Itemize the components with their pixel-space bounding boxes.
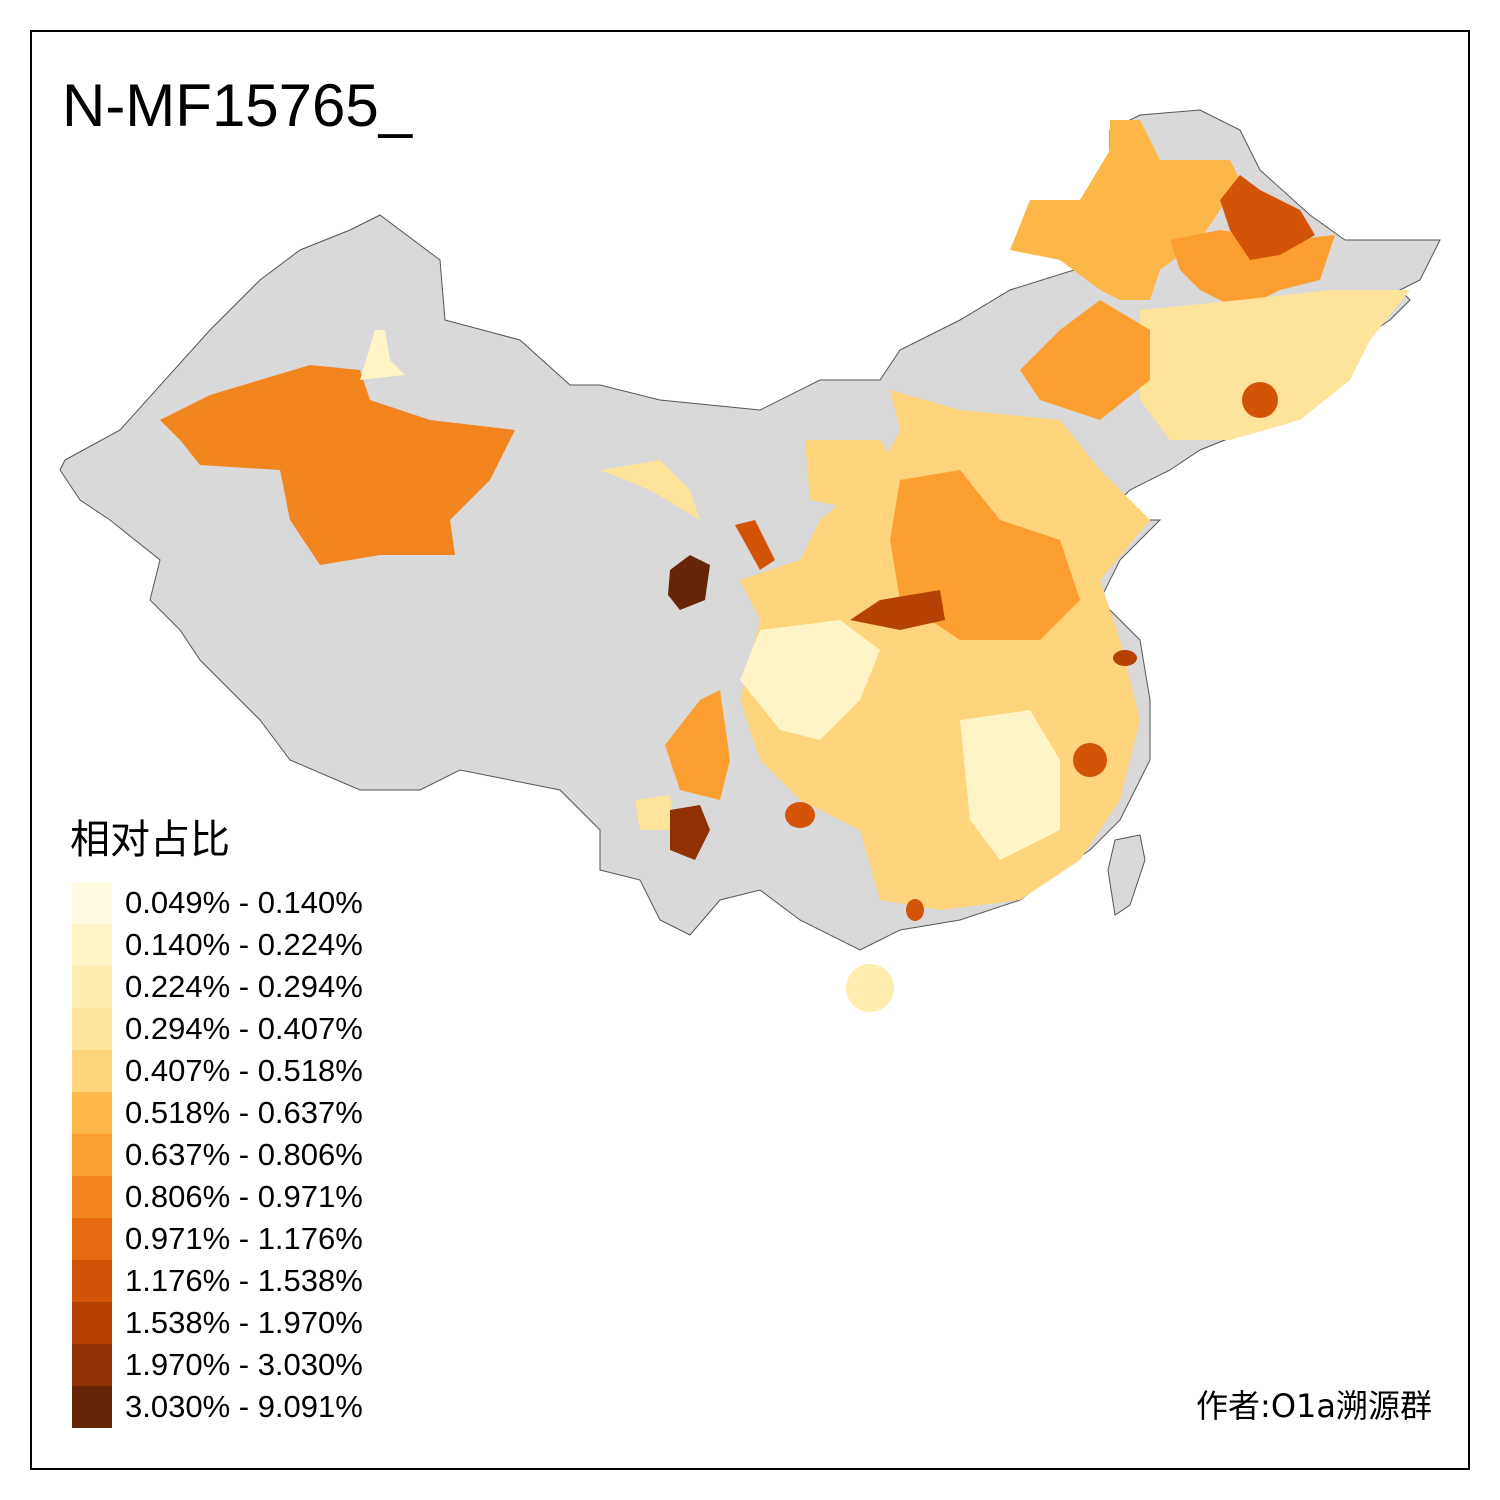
legend-swatch <box>72 1386 112 1428</box>
legend-swatch <box>72 1134 112 1176</box>
region <box>635 795 675 830</box>
legend-swatch <box>72 1260 112 1302</box>
island-taiwan <box>1107 834 1146 916</box>
legend-swatch <box>72 882 112 924</box>
region <box>160 365 515 565</box>
region <box>1010 120 1240 300</box>
map-title: N-MF15765_ <box>62 72 414 139</box>
region <box>785 802 815 828</box>
region <box>1170 230 1335 310</box>
legend-swatch <box>72 1092 112 1134</box>
legend-label: 0.224% - 0.294% <box>125 969 363 1004</box>
legend-label: 1.176% - 1.538% <box>125 1263 363 1298</box>
region <box>665 690 730 800</box>
region <box>735 520 775 570</box>
legend-label: 0.518% - 0.637% <box>125 1095 363 1130</box>
legend: 0.049% - 0.140% 0.140% - 0.224% 0.224% - 0… <box>72 882 363 1428</box>
region <box>360 330 405 380</box>
legend-swatch <box>72 1302 112 1344</box>
legend-swatch <box>72 966 112 1008</box>
region <box>668 555 710 610</box>
legend-label: 0.637% - 0.806% <box>125 1137 363 1172</box>
legend-label: 1.970% - 3.030% <box>125 1347 363 1382</box>
legend-swatch <box>72 1176 112 1218</box>
legend-label: 3.030% - 9.091% <box>125 1389 363 1424</box>
legend-swatch <box>72 1008 112 1050</box>
legend-label: 0.407% - 0.518% <box>125 1053 363 1088</box>
region <box>1073 743 1107 777</box>
legend-swatch <box>72 1050 112 1092</box>
legend-swatch <box>72 1218 112 1260</box>
legend-label: 0.049% - 0.140% <box>125 885 363 920</box>
base-map <box>59 109 1441 1012</box>
region <box>1220 175 1315 260</box>
legend-label: 1.538% - 1.970% <box>125 1305 363 1340</box>
region <box>600 460 700 520</box>
region <box>960 710 1060 860</box>
region <box>906 899 924 921</box>
legend-swatch <box>72 924 112 966</box>
region <box>1020 300 1150 420</box>
island-hainan <box>846 964 894 1012</box>
region <box>1242 382 1278 418</box>
legend-label: 0.140% - 0.224% <box>125 927 363 962</box>
region <box>850 590 945 630</box>
legend-label: 0.806% - 0.971% <box>125 1179 363 1214</box>
legend-swatch <box>72 1344 112 1386</box>
region <box>805 440 900 510</box>
region <box>670 805 710 860</box>
region <box>1140 290 1410 440</box>
region <box>740 620 880 740</box>
region <box>1113 650 1137 666</box>
legend-label: 0.294% - 0.407% <box>125 1011 363 1046</box>
credit: 作者:O1a溯源群 <box>1196 1387 1432 1425</box>
legend-label: 0.971% - 1.176% <box>125 1221 363 1256</box>
legend-title: 相对占比 <box>70 817 230 863</box>
